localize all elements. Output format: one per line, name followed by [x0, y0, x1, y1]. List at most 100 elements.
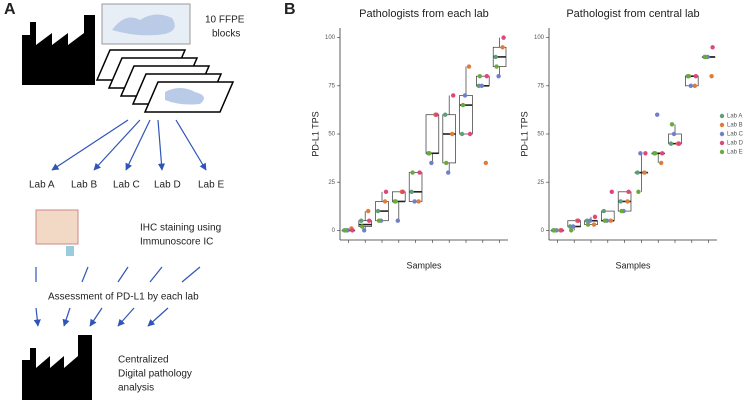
- legend-label: Lab E: [727, 150, 743, 156]
- point: [360, 224, 365, 229]
- point: [642, 170, 647, 175]
- y-tick-label: 0: [541, 228, 545, 234]
- point: [619, 208, 624, 214]
- point: [601, 208, 606, 214]
- point: [376, 218, 382, 223]
- central-text: Digital pathology: [118, 369, 192, 380]
- point: [669, 122, 675, 127]
- point: [569, 228, 574, 233]
- point: [443, 112, 448, 117]
- point: [653, 151, 658, 156]
- point: [410, 170, 415, 175]
- point: [636, 189, 641, 195]
- point: [446, 170, 451, 175]
- point: [460, 102, 466, 108]
- point: [477, 73, 482, 79]
- y-tick-label: 0: [332, 228, 336, 234]
- point: [484, 73, 489, 79]
- point: [587, 218, 593, 223]
- blocks-text: 10 FFPE: [205, 15, 245, 26]
- point: [382, 199, 388, 204]
- panel-label: B: [284, 1, 296, 18]
- y-tick-label: 100: [325, 35, 336, 41]
- point: [412, 199, 417, 204]
- legend-key: [719, 149, 725, 155]
- central-text: analysis: [118, 383, 154, 394]
- point: [375, 208, 381, 214]
- kit-icon: [35, 209, 79, 245]
- point: [359, 218, 364, 223]
- point: [592, 214, 598, 220]
- point: [576, 218, 581, 223]
- y-tick-label: 100: [534, 35, 545, 41]
- point: [635, 170, 640, 175]
- point: [686, 73, 691, 79]
- legend-label: Lab A: [727, 114, 742, 120]
- y-tick-label: 25: [537, 180, 544, 186]
- point: [409, 189, 414, 195]
- legend-key: [719, 140, 725, 146]
- box: [408, 172, 423, 202]
- lab-label: Lab D: [154, 180, 181, 191]
- factory-icon: [22, 335, 92, 400]
- chart-title: Pathologists from each lab: [359, 8, 489, 20]
- vial-icon: [66, 246, 74, 256]
- point: [500, 45, 505, 50]
- point: [710, 45, 715, 50]
- y-axis-label: PD-L1 TPS: [310, 111, 320, 156]
- point: [552, 228, 557, 233]
- legend-label: Lab B: [727, 123, 743, 129]
- y-tick-label: 75: [328, 83, 335, 89]
- arrows: [51, 119, 207, 171]
- point: [609, 189, 614, 195]
- point: [494, 64, 499, 69]
- point: [350, 228, 355, 233]
- point: [692, 83, 697, 89]
- point: [608, 218, 613, 223]
- legend-label: Lab D: [727, 141, 744, 147]
- y-tick-label: 75: [537, 83, 544, 89]
- slides: [95, 49, 235, 113]
- point: [400, 189, 405, 195]
- point: [571, 224, 576, 229]
- box: [358, 220, 372, 227]
- central-text: Centralized: [118, 355, 169, 366]
- point: [671, 131, 677, 137]
- point: [366, 208, 371, 214]
- point: [427, 151, 432, 156]
- staining-text: Immunoscore IC: [140, 237, 213, 248]
- lab-label: Lab E: [198, 180, 224, 191]
- point: [618, 199, 623, 204]
- point: [709, 73, 714, 79]
- box: [442, 114, 456, 164]
- point: [417, 170, 422, 175]
- point: [451, 93, 456, 98]
- arrows: [33, 307, 169, 327]
- tissue: [112, 14, 175, 36]
- x-axis-label: Samples: [615, 260, 651, 270]
- legend-key: [719, 131, 725, 137]
- point: [393, 199, 398, 204]
- point: [343, 228, 348, 233]
- point: [625, 199, 630, 204]
- legend-label: Lab C: [727, 132, 744, 138]
- point: [444, 160, 449, 166]
- point: [450, 131, 455, 137]
- point: [660, 151, 665, 156]
- legend-key: [719, 122, 725, 128]
- point: [479, 83, 484, 89]
- chart-title: Pathologist from central lab: [566, 8, 699, 20]
- legend-key: [719, 113, 725, 119]
- point: [459, 131, 465, 137]
- point: [602, 218, 607, 223]
- point: [643, 151, 648, 156]
- point: [496, 73, 501, 79]
- point: [693, 73, 698, 79]
- point: [703, 54, 708, 60]
- point: [585, 222, 591, 227]
- point: [416, 199, 421, 204]
- blocks-text: blocks: [212, 29, 240, 40]
- point: [688, 83, 693, 89]
- point: [367, 218, 372, 223]
- box: [459, 95, 473, 135]
